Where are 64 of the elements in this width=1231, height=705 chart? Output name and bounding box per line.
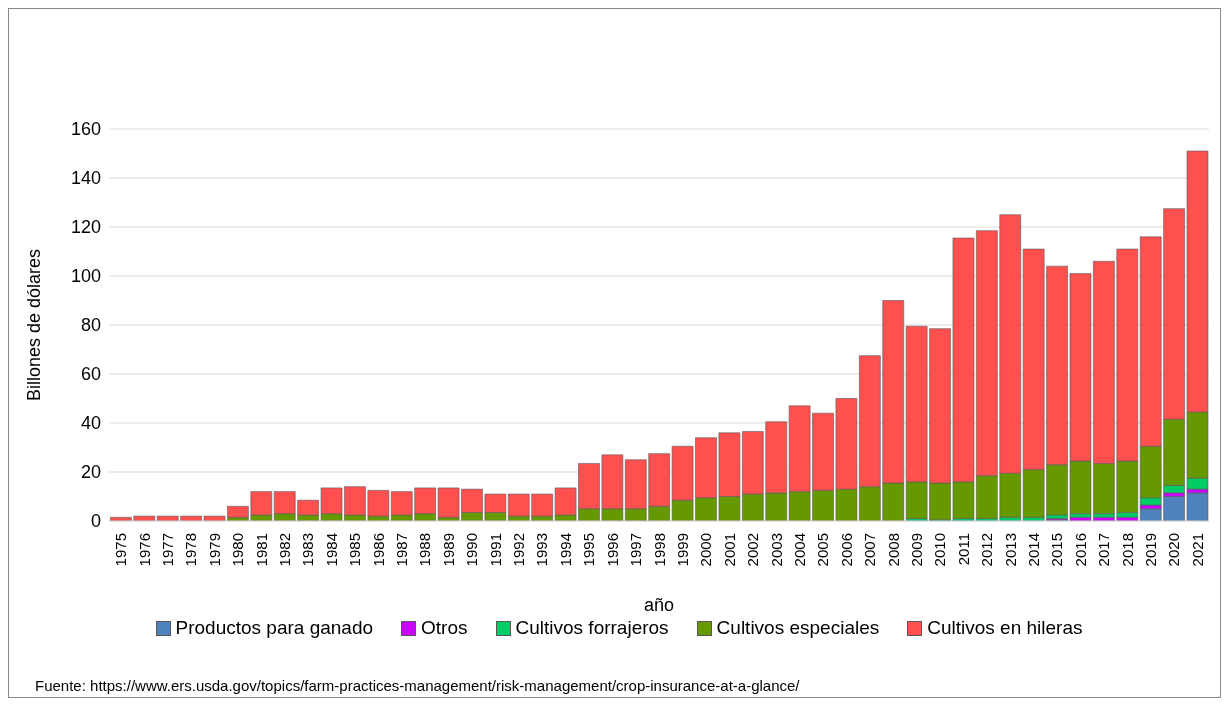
x-tick-label: 2018 bbox=[1118, 533, 1136, 567]
x-tick-label: 1976 bbox=[135, 533, 153, 567]
y-axis-title: Billones de dólares bbox=[24, 248, 45, 402]
x-tick-label: 1978 bbox=[182, 533, 200, 567]
x-tick-label: 1996 bbox=[603, 533, 621, 567]
x-tick-label: 2001 bbox=[720, 533, 738, 567]
x-tick-label: 1998 bbox=[650, 533, 668, 567]
x-tick-label: 1989 bbox=[439, 533, 457, 567]
y-tick-label: 0 bbox=[90, 511, 101, 532]
y-tick-label: 20 bbox=[80, 462, 101, 483]
x-tick-label: 2017 bbox=[1095, 533, 1113, 567]
x-tick-label: 2019 bbox=[1141, 533, 1159, 567]
x-tick-label: 2020 bbox=[1165, 533, 1183, 567]
x-tick-label: 1977 bbox=[159, 533, 177, 567]
x-tick-label: 1988 bbox=[416, 533, 434, 567]
legend-label: Cultivos forrajeros bbox=[514, 617, 669, 639]
x-tick-label: 1983 bbox=[299, 533, 317, 567]
x-tick-label: 2012 bbox=[978, 533, 996, 567]
y-tick-label: 100 bbox=[70, 266, 101, 287]
x-tick-label: 2006 bbox=[837, 533, 855, 567]
x-tick-label: 1993 bbox=[533, 533, 551, 567]
x-tick-label: 1985 bbox=[346, 533, 364, 567]
y-tick-label: 160 bbox=[70, 119, 101, 140]
legend-label: Cultivos en hileras bbox=[926, 617, 1083, 639]
x-tick-label: 2008 bbox=[884, 533, 902, 567]
legend-label: Productos para ganado bbox=[174, 617, 374, 639]
x-tick-label: 1986 bbox=[369, 533, 387, 567]
x-tick-label: 1982 bbox=[276, 533, 294, 567]
x-axis-title: año bbox=[643, 595, 675, 615]
x-tick-label: 2003 bbox=[767, 533, 785, 567]
x-tick-label: 1997 bbox=[627, 533, 645, 567]
x-tick-label: 2013 bbox=[1001, 533, 1019, 567]
source-note: Fuente: https://www.ers.usda.gov/topics/farm-practices-management/risk-management/crop-insurance-at-a-glance/ bbox=[35, 677, 800, 694]
x-tick-label: 1981 bbox=[252, 533, 270, 567]
x-tick-label: 2021 bbox=[1188, 533, 1206, 567]
legend-label: Cultivos especiales bbox=[715, 617, 880, 639]
x-tick-label: 1990 bbox=[463, 533, 481, 567]
x-tick-label: 2014 bbox=[1024, 533, 1042, 567]
x-tick-label: 1994 bbox=[556, 533, 574, 567]
x-tick-label: 1984 bbox=[322, 533, 340, 567]
y-tick-label: 60 bbox=[80, 364, 101, 385]
x-tick-label: 1992 bbox=[510, 533, 528, 567]
x-tick-label: 1979 bbox=[205, 533, 223, 567]
legend-label: Otros bbox=[420, 617, 468, 639]
x-tick-label: 2005 bbox=[814, 533, 832, 567]
x-tick-label: 2004 bbox=[790, 533, 808, 567]
x-tick-label: 2016 bbox=[1071, 533, 1089, 567]
x-tick-label: 1980 bbox=[229, 533, 247, 567]
y-tick-label: 120 bbox=[70, 217, 101, 238]
y-tick-label: 80 bbox=[80, 315, 101, 336]
x-tick-label: 1995 bbox=[580, 533, 598, 567]
x-tick-label: 1975 bbox=[112, 533, 130, 567]
x-tick-label: 1999 bbox=[673, 533, 691, 567]
x-tick-label: 1987 bbox=[393, 533, 411, 567]
x-tick-label: 1991 bbox=[486, 533, 504, 567]
x-tick-label: 2009 bbox=[907, 533, 925, 567]
x-tick-label: 2000 bbox=[697, 533, 715, 567]
x-tick-label: 2002 bbox=[744, 533, 762, 567]
x-tick-label: 2007 bbox=[861, 533, 879, 567]
y-tick-label: 140 bbox=[70, 168, 101, 189]
y-tick-label: 40 bbox=[80, 413, 101, 434]
x-tick-label: 2015 bbox=[1048, 533, 1066, 567]
x-tick-label: 2011 bbox=[954, 533, 972, 566]
x-tick-label: 2010 bbox=[931, 533, 949, 567]
